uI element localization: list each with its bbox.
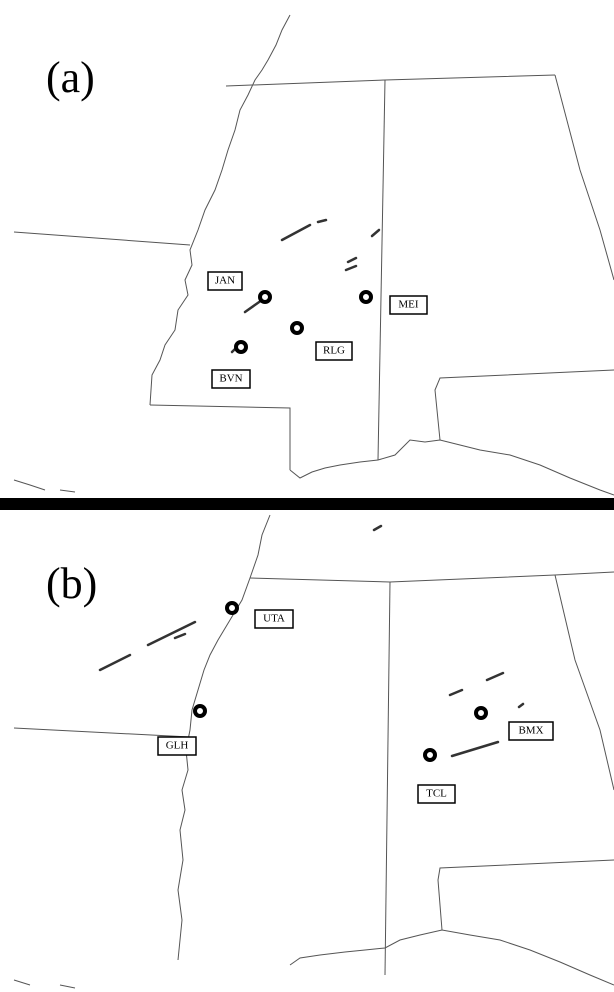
boundary [554,574,614,791]
track [448,688,464,697]
boundary [437,859,614,931]
radar-site [193,704,207,718]
boundary [554,74,614,281]
radar-site [359,290,373,304]
track [370,228,381,238]
boundary [225,74,556,87]
coastline [13,479,76,493]
coastline [13,979,76,989]
track [280,223,312,242]
map-panel-b: UTA GLH BMX TCL (b) [13,514,614,989]
boundary [13,727,191,738]
label-box [211,369,251,389]
station-label: JAN [215,275,235,287]
label-box [207,271,243,291]
station-label: BVN [219,373,242,385]
station-label: BMX [518,725,543,737]
station-label: MEI [398,299,419,311]
label-box [417,784,456,804]
radar-site [258,290,272,304]
radar-site [234,340,248,354]
track [344,264,358,272]
station-label: TCL [426,788,447,800]
station-label: UTA [263,613,285,625]
track [173,632,187,640]
label-box [254,609,294,629]
station-label: RLG [323,345,345,357]
track [485,671,505,682]
radar-site [290,321,304,335]
track [146,620,197,647]
label-box [315,341,353,361]
track [346,256,358,264]
panel-label: (b) [46,559,97,608]
boundary [384,581,391,976]
coastline [289,929,614,986]
track [243,298,264,314]
track [316,218,328,224]
boundary [13,231,191,246]
track [517,702,525,709]
track [450,740,500,758]
radar-site [474,706,488,720]
boundary [377,79,386,461]
label-box [508,721,554,741]
boundary [177,514,271,961]
coastline [289,439,614,496]
boundary [249,571,614,583]
station-label: GLH [166,740,189,752]
label-box [389,295,428,315]
boundary [149,404,291,470]
map-panel-a: JAN MEI RLG BVN (a) [13,14,614,496]
radar-site [423,748,437,762]
track [372,524,383,532]
boundary [149,14,291,406]
panel-label: (a) [46,53,95,102]
radar-site [225,601,239,615]
track [98,653,132,672]
divider [0,498,614,510]
label-box [157,736,197,756]
boundary [434,369,614,441]
